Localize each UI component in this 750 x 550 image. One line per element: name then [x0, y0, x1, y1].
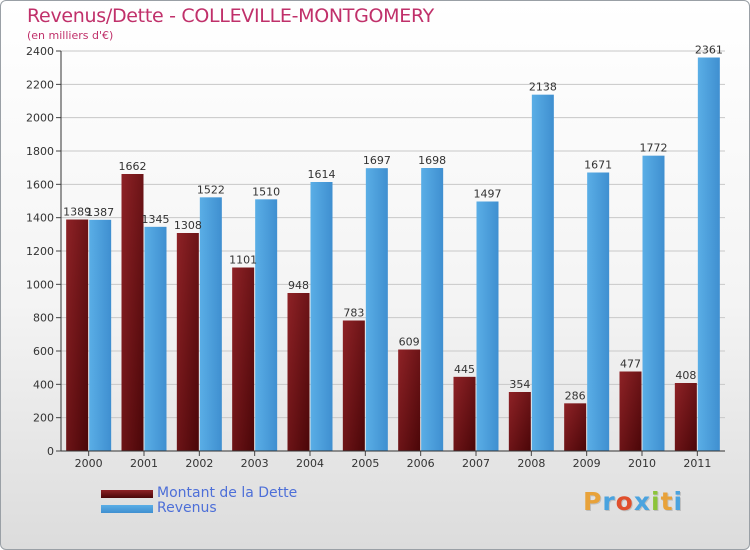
- bar-revenus: [476, 201, 499, 451]
- x-tick-label: 2005: [351, 457, 379, 470]
- data-label-dette: 783: [343, 307, 364, 320]
- x-tick-label: 2000: [75, 457, 103, 470]
- data-label-revenus: 2138: [529, 81, 557, 94]
- bar-dette: [619, 371, 642, 451]
- data-label-revenus: 1614: [308, 168, 336, 181]
- bar-dette: [508, 392, 531, 451]
- data-label-dette: 948: [288, 279, 309, 292]
- data-label-revenus: 1497: [474, 188, 502, 201]
- data-label-revenus: 1510: [252, 185, 280, 198]
- bar-dette: [674, 383, 697, 451]
- bar-dette: [342, 320, 365, 451]
- x-tick-label: 2003: [241, 457, 269, 470]
- y-tick-label: 1200: [26, 245, 54, 258]
- data-label-dette: 1308: [174, 219, 202, 232]
- logo-letter: t: [660, 487, 674, 516]
- bar-dette: [121, 174, 144, 451]
- logo-letter: i: [651, 487, 661, 516]
- y-tick-label: 600: [33, 345, 54, 358]
- y-tick-label: 1000: [26, 278, 54, 291]
- data-label-dette: 354: [509, 378, 530, 391]
- data-label-revenus: 1345: [142, 213, 170, 226]
- y-tick-label: 2000: [26, 112, 54, 125]
- x-tick-label: 2002: [185, 457, 213, 470]
- y-tick-label: 200: [33, 412, 54, 425]
- data-label-dette: 477: [620, 358, 641, 371]
- proxiti-logo: Proxiti: [583, 487, 683, 516]
- x-tick-label: 2001: [130, 457, 158, 470]
- y-tick-label: 400: [33, 378, 54, 391]
- bar-revenus: [89, 219, 112, 451]
- x-tick-label: 2011: [683, 457, 711, 470]
- data-label-revenus: 1772: [640, 142, 668, 155]
- y-tick-label: 1800: [26, 145, 54, 158]
- bar-dette: [232, 267, 255, 451]
- bar-dette: [66, 219, 89, 451]
- data-label-dette: 1101: [229, 254, 257, 267]
- bar-revenus: [365, 168, 388, 451]
- bar-dette: [176, 233, 199, 451]
- x-tick-label: 2006: [407, 457, 435, 470]
- data-label-dette: 408: [675, 369, 696, 382]
- legend-swatch-dette: [101, 490, 153, 498]
- data-label-revenus: 2361: [695, 44, 723, 57]
- logo-letter: i: [673, 487, 684, 516]
- y-tick-label: 0: [47, 445, 54, 458]
- data-label-dette: 609: [399, 336, 420, 349]
- bar-revenus: [310, 182, 333, 451]
- logo-letter: r: [602, 487, 616, 516]
- chart-subtitle: (en milliers d'€): [27, 29, 114, 42]
- bar-revenus: [199, 197, 222, 451]
- x-tick-label: 2008: [517, 457, 545, 470]
- data-label-dette: 1662: [119, 160, 147, 173]
- data-label-dette: 445: [454, 363, 475, 376]
- bar-revenus: [642, 155, 665, 451]
- x-tick-label: 2004: [296, 457, 324, 470]
- bar-dette: [564, 403, 587, 451]
- bar-dette: [398, 349, 421, 451]
- data-label-dette: 1389: [63, 206, 91, 219]
- x-tick-label: 2007: [462, 457, 490, 470]
- data-label-revenus: 1522: [197, 183, 225, 196]
- y-tick-label: 1400: [26, 212, 54, 225]
- logo-letter: x: [633, 487, 651, 516]
- legend-label-revenus: Revenus: [157, 500, 217, 516]
- bar-revenus: [531, 94, 554, 452]
- data-label-revenus: 1698: [418, 154, 446, 167]
- data-label-revenus: 1671: [584, 159, 612, 172]
- data-label-dette: 286: [565, 389, 586, 402]
- y-tick-label: 2200: [26, 78, 54, 91]
- data-label-revenus: 1387: [86, 206, 114, 219]
- bar-revenus: [255, 199, 278, 451]
- x-tick-label: 2009: [573, 457, 601, 470]
- y-tick-label: 800: [33, 312, 54, 325]
- bar-dette: [287, 293, 310, 451]
- chart-title: Revenus/Dette - COLLEVILLE-MONTGOMERY: [27, 5, 434, 27]
- y-tick-label: 2400: [26, 45, 54, 58]
- bar-revenus: [697, 57, 720, 451]
- legend-swatch-revenus: [101, 505, 153, 513]
- bar-revenus: [421, 168, 444, 451]
- legend-label-dette: Montant de la Dette: [157, 485, 298, 501]
- y-tick-label: 1600: [26, 178, 54, 191]
- bar-dette: [453, 376, 476, 451]
- x-tick-label: 2010: [628, 457, 656, 470]
- logo-letter: P: [583, 487, 603, 516]
- logo-letter: o: [615, 487, 634, 516]
- data-label-revenus: 1697: [363, 154, 391, 167]
- bar-revenus: [144, 226, 167, 451]
- bar-revenus: [587, 172, 610, 451]
